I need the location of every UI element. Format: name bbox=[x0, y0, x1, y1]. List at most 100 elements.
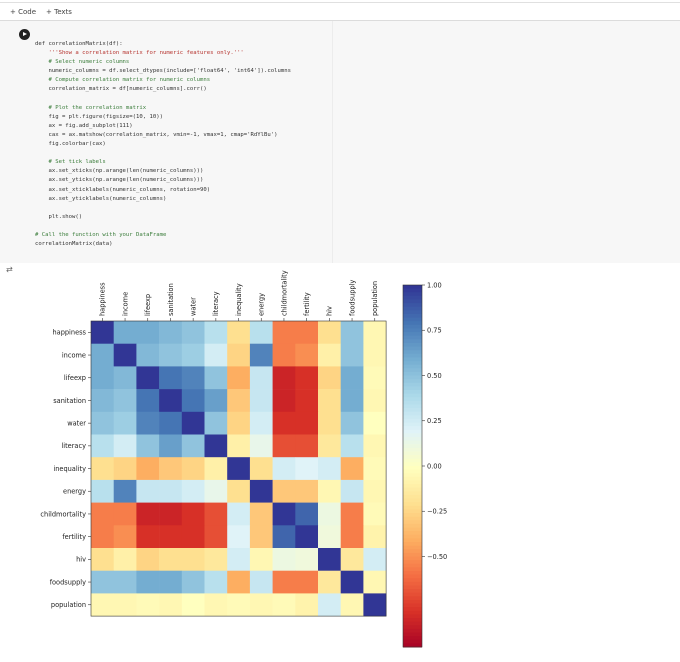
heatmap-cell bbox=[249, 343, 273, 367]
heatmap-cell bbox=[91, 366, 114, 390]
heatmap-cell bbox=[227, 343, 251, 367]
colorbar-segment bbox=[403, 487, 422, 492]
code-cell[interactable]: def correlationMatrix(df): '''Show a cor… bbox=[0, 20, 680, 263]
x-tick-label: childmortality bbox=[280, 270, 288, 316]
heatmap-cell bbox=[318, 502, 341, 526]
colorbar-segment bbox=[403, 589, 422, 594]
colorbar-tick-label: −0.25 bbox=[427, 508, 447, 516]
heatmap-cell bbox=[272, 479, 296, 503]
heatmap-cell bbox=[91, 570, 114, 594]
heatmap-cell bbox=[249, 389, 273, 413]
heatmap-cell bbox=[181, 366, 205, 390]
heatmap-cell bbox=[318, 434, 341, 458]
colorbar-segment bbox=[403, 523, 422, 529]
colorbar-segment bbox=[403, 469, 422, 474]
heatmap-cell bbox=[363, 548, 387, 571]
heatmap-cell bbox=[204, 434, 228, 458]
heatmap-cell bbox=[159, 479, 183, 503]
add-text-button[interactable]: + Texts bbox=[46, 7, 72, 16]
heatmap-cell bbox=[159, 434, 183, 458]
colorbar-segment bbox=[403, 466, 422, 471]
code-line: numeric_columns = df.select_dtypes(inclu… bbox=[35, 68, 291, 75]
heatmap-cell bbox=[227, 525, 251, 549]
heatmap-cell bbox=[272, 457, 296, 481]
colorbar-segment bbox=[403, 393, 422, 398]
colorbar-segment bbox=[403, 364, 422, 369]
colorbar-segment bbox=[403, 404, 422, 409]
colorbar-tick-label: −0.50 bbox=[427, 553, 447, 561]
colorbar-segment bbox=[403, 534, 422, 539]
heatmap-cell bbox=[295, 525, 319, 549]
heatmap-cell bbox=[113, 343, 137, 367]
heatmap-cell bbox=[136, 389, 160, 413]
code-line: correlationMatrix(data) bbox=[35, 241, 113, 248]
heatmap-cell bbox=[113, 502, 137, 526]
colorbar-segment bbox=[403, 480, 422, 485]
y-tick-label: hiv bbox=[76, 556, 86, 564]
heatmap-cell bbox=[340, 593, 364, 617]
add-code-button[interactable]: + Code bbox=[10, 7, 37, 16]
y-tick-label: sanitation bbox=[53, 397, 86, 405]
colorbar-segment bbox=[403, 382, 422, 387]
heatmap-cell bbox=[204, 366, 228, 390]
colorbar-segment bbox=[403, 625, 422, 630]
heatmap-cell bbox=[113, 570, 137, 594]
heatmap-cell bbox=[318, 570, 341, 594]
heatmap-cell bbox=[318, 548, 341, 571]
colorbar-segment bbox=[403, 505, 422, 510]
colorbar-segment bbox=[403, 458, 422, 463]
output-toggle-icon[interactable]: ⇄ bbox=[6, 265, 13, 274]
heatmap-cell bbox=[249, 502, 273, 526]
colorbar-segment bbox=[403, 520, 422, 525]
heatmap-cell bbox=[91, 479, 114, 503]
heatmap-cell bbox=[318, 411, 341, 435]
colorbar-segment bbox=[403, 288, 422, 293]
y-tick-label: lifeexp bbox=[64, 374, 86, 382]
colorbar-segment bbox=[403, 339, 422, 344]
run-cell-button[interactable] bbox=[19, 29, 30, 40]
heatmap-cell bbox=[249, 321, 273, 344]
colorbar-segment bbox=[403, 473, 422, 478]
colorbar-segment bbox=[403, 422, 422, 427]
heatmap-cell bbox=[272, 570, 296, 594]
heatmap-cell bbox=[340, 343, 364, 367]
code-line: correlation_matrix = df[numeric_columns]… bbox=[35, 86, 207, 93]
heatmap-cell bbox=[181, 593, 205, 617]
heatmap-cell bbox=[204, 457, 228, 481]
heatmap-cell bbox=[363, 570, 387, 594]
heatmap-cell bbox=[295, 593, 319, 617]
heatmap-cell bbox=[181, 457, 205, 481]
colorbar-segment bbox=[403, 498, 422, 503]
heatmap-cell bbox=[113, 411, 137, 435]
colorbar-segment bbox=[403, 592, 422, 597]
heatmap-cell bbox=[181, 525, 205, 549]
colorbar-segment bbox=[403, 310, 422, 315]
colorbar-tick-label: 0.25 bbox=[427, 417, 442, 425]
heatmap-cell bbox=[340, 411, 364, 435]
heatmap-cell bbox=[181, 434, 205, 458]
colorbar-segment bbox=[403, 618, 422, 623]
colorbar-segment bbox=[403, 303, 422, 308]
colorbar-segment bbox=[403, 313, 422, 319]
heatmap-cell bbox=[227, 502, 251, 526]
colorbar-segment bbox=[403, 639, 422, 644]
heatmap-cell bbox=[340, 479, 364, 503]
x-tick-label: inequality bbox=[235, 283, 243, 316]
x-tick-label: literacy bbox=[212, 291, 220, 316]
code-line: # Select numeric columns bbox=[35, 59, 130, 66]
code-editor[interactable]: def correlationMatrix(df): '''Show a cor… bbox=[35, 40, 291, 249]
colorbar-segment bbox=[403, 415, 422, 420]
heatmap-cell bbox=[91, 502, 114, 526]
heatmap-cell bbox=[272, 389, 296, 413]
heatmap-cell bbox=[318, 457, 341, 481]
heatmap-cell bbox=[295, 434, 319, 458]
x-tick-label: hiv bbox=[326, 306, 334, 316]
colorbar-segment bbox=[403, 335, 422, 340]
colorbar-segment bbox=[403, 596, 422, 601]
colorbar-segment bbox=[403, 621, 422, 626]
heatmap-cell bbox=[91, 525, 114, 549]
colorbar-segment bbox=[403, 285, 422, 290]
heatmap-cell bbox=[249, 593, 273, 617]
x-tick-label: happiness bbox=[99, 282, 107, 316]
heatmap-cell bbox=[363, 479, 387, 503]
